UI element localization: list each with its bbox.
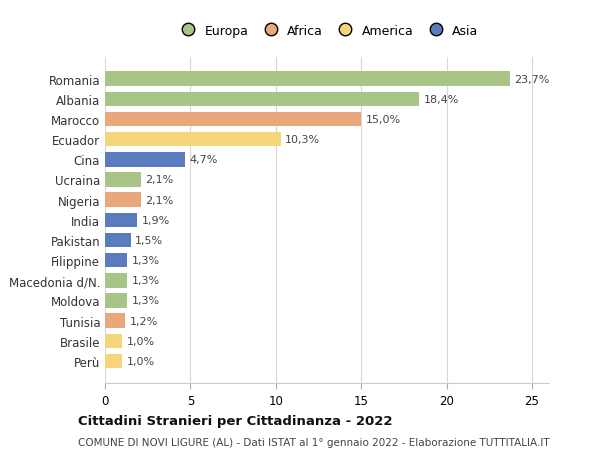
Text: 4,7%: 4,7% xyxy=(190,155,218,165)
Text: 10,3%: 10,3% xyxy=(285,135,320,145)
Text: 1,2%: 1,2% xyxy=(130,316,158,326)
Text: 2,1%: 2,1% xyxy=(145,175,173,185)
Text: 1,9%: 1,9% xyxy=(142,215,170,225)
Bar xyxy=(105,294,127,308)
Bar xyxy=(105,274,127,288)
Text: 1,0%: 1,0% xyxy=(127,356,154,366)
Text: 15,0%: 15,0% xyxy=(365,115,401,125)
Text: 1,3%: 1,3% xyxy=(131,276,160,285)
Bar xyxy=(105,72,510,87)
Bar xyxy=(105,153,185,167)
Text: COMUNE DI NOVI LIGURE (AL) - Dati ISTAT al 1° gennaio 2022 - Elaborazione TUTTIT: COMUNE DI NOVI LIGURE (AL) - Dati ISTAT … xyxy=(78,437,550,447)
Bar xyxy=(105,233,131,248)
Text: 23,7%: 23,7% xyxy=(514,74,550,84)
Bar xyxy=(105,112,361,127)
Bar xyxy=(105,354,122,369)
Bar xyxy=(105,253,127,268)
Bar xyxy=(105,334,122,348)
Bar xyxy=(105,213,137,228)
Bar xyxy=(105,313,125,328)
Text: Cittadini Stranieri per Cittadinanza - 2022: Cittadini Stranieri per Cittadinanza - 2… xyxy=(78,414,392,428)
Text: 1,5%: 1,5% xyxy=(135,235,163,246)
Legend: Europa, Africa, America, Asia: Europa, Africa, America, Asia xyxy=(176,24,478,38)
Bar xyxy=(105,92,419,107)
Text: 18,4%: 18,4% xyxy=(424,95,459,105)
Bar xyxy=(105,133,281,147)
Bar xyxy=(105,193,141,207)
Text: 1,3%: 1,3% xyxy=(131,296,160,306)
Text: 1,0%: 1,0% xyxy=(127,336,154,346)
Bar xyxy=(105,173,141,187)
Text: 1,3%: 1,3% xyxy=(131,256,160,266)
Text: 2,1%: 2,1% xyxy=(145,195,173,205)
